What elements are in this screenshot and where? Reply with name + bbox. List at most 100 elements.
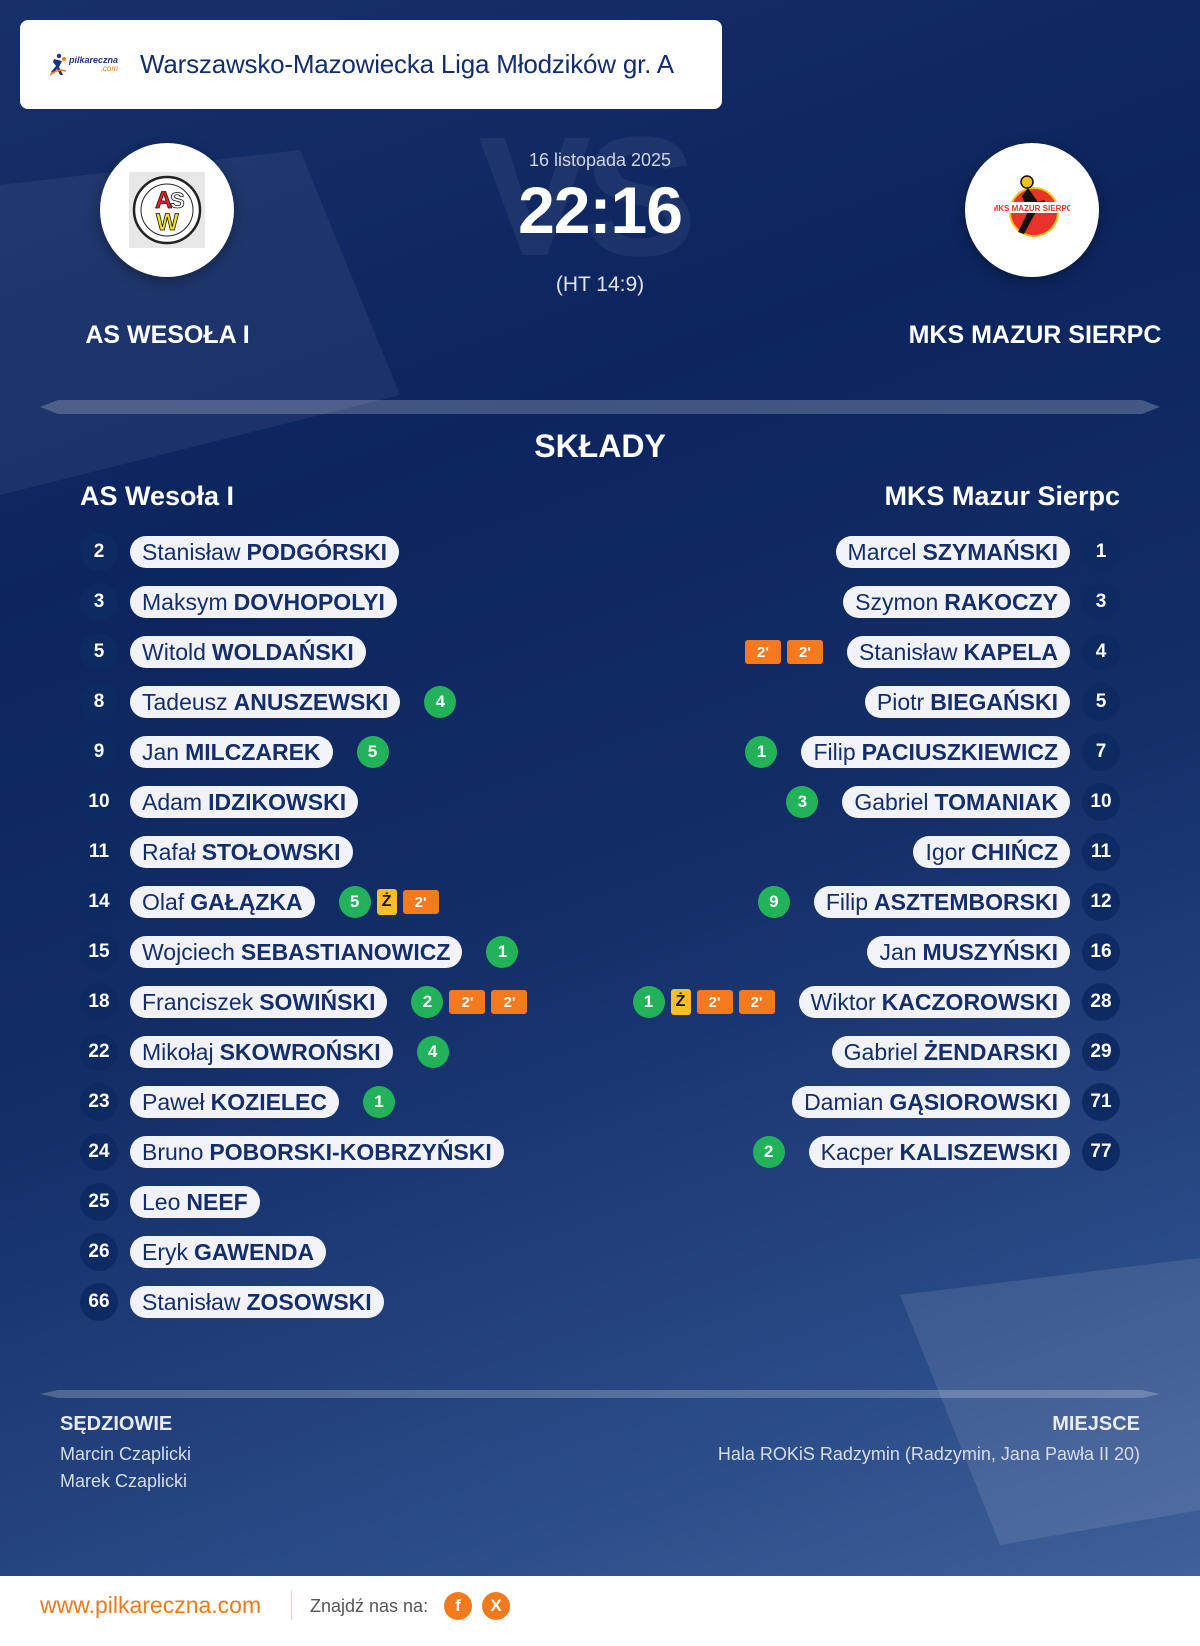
x-twitter-icon[interactable]: X [482,1592,510,1620]
player-name[interactable]: Damian GĄSIOROWSKI [792,1086,1070,1118]
player-name[interactable]: Mikołaj SKOWROŃSKI [130,1036,393,1068]
player-last-name: RAKOCZY [944,588,1058,615]
player-name[interactable]: Olaf GAŁĄZKA [130,886,315,918]
player-first-name: Filip [813,738,856,765]
player-name[interactable]: Leo NEEF [130,1186,260,1218]
player-last-name: GAŁĄZKA [190,888,303,915]
player-first-name: Adam [142,788,203,815]
player-last-name: ZOSOWSKI [246,1288,372,1315]
player-name[interactable]: Gabriel TOMANIAK [842,786,1070,818]
player-events: 3 [786,786,819,818]
suspension-2min-badge: 2' [449,990,486,1014]
shirt-number: 5 [80,633,118,671]
player-name[interactable]: Filip PACIUSZKIEWICZ [801,736,1070,768]
player-last-name: DOVHOPOLYI [233,588,385,615]
player-name[interactable]: Piotr BIEGAŃSKI [864,686,1070,718]
player-first-name: Eryk [142,1238,188,1265]
player-name[interactable]: Stanisław ZOSOWSKI [130,1286,384,1318]
suspension-2min-badge: 2' [491,990,528,1014]
player-first-name: Igor [925,838,966,865]
player-name[interactable]: Wiktor KACZOROWSKI [798,986,1070,1018]
svg-text:MKS MAZUR SIERPC: MKS MAZUR SIERPC [994,204,1070,213]
player-first-name: Gabriel [854,788,929,815]
player-last-name: ASZTEMBORSKI [874,888,1058,915]
facebook-icon[interactable]: f [444,1592,472,1620]
player-first-name: Szymon [855,588,939,615]
player-first-name: Damian [804,1088,884,1115]
final-score: 22:16 [518,173,683,247]
player-events: 5 Ż 2' [338,886,439,918]
venue-text: Hala ROKiS Radzymin (Radzymin, Jana Pawł… [717,1444,1140,1464]
player-name[interactable]: Jan MUSZYŃSKI [867,936,1070,968]
home-lineup: 2 Stanisław PODGÓRSKI 3 Maksym DOVHOPOLYI 5 Wit… [80,527,528,1327]
player-name[interactable]: Paweł KOZIELEC [130,1086,339,1118]
player-name[interactable]: Stanisław KAPELA [847,636,1070,668]
player-name[interactable]: Adam IDZIKOWSKI [130,786,359,818]
player-row: 3 Gabriel TOMANIAK 10 [633,777,1120,827]
player-name[interactable]: Bruno POBORSKI-KOBRZYŃSKI [130,1136,504,1168]
away-team-crest[interactable]: MKS MAZUR SIERPC [965,143,1099,277]
player-row: 15 Wojciech SEBASTIANOWICZ 1 [80,927,527,977]
player-row: 26 Eryk GAWENDA [80,1227,527,1277]
player-last-name: GAWENDA [194,1238,315,1265]
player-row: 2 Kacper KALISZEWSKI 77 [633,1127,1120,1177]
player-name[interactable]: Eryk GAWENDA [130,1236,327,1268]
shirt-number: 25 [80,1183,118,1221]
suspension-2min-badge: 2' [787,640,823,664]
player-first-name: Filip [825,888,868,915]
player-last-name: ŻENDARSKI [923,1038,1058,1065]
player-name[interactable]: Franciszek SOWIŃSKI [130,986,388,1018]
player-name[interactable]: Szymon RAKOCZY [843,586,1070,618]
goals-badge: 5 [338,886,371,918]
player-row: 9 Jan MILCZAREK 5 [80,727,527,777]
shirt-number: 9 [80,733,118,771]
player-events: 1 [745,736,778,768]
player-name[interactable]: Tadeusz ANUSZEWSKI [130,686,401,718]
shirt-number: 22 [80,1033,118,1071]
player-first-name: Mikołaj [142,1038,214,1065]
footer: www.pilkareczna.com Znajdź nas na: f X [0,1576,1200,1646]
referee-name: Marek Czaplicki [60,1471,188,1491]
player-name[interactable]: Rafał STOŁOWSKI [130,836,353,868]
away-team-name[interactable]: MKS MAZUR SIERPC [908,321,1162,349]
goals-badge: 2 [411,986,444,1018]
player-row: 5 Witold WOLDAŃSKI [80,627,527,677]
player-name[interactable]: Wojciech SEBASTIANOWICZ [130,936,463,968]
home-team-crest[interactable]: A S W [100,143,234,277]
goals-badge: 1 [632,986,665,1018]
player-row: 66 Stanisław ZOSOWSKI [80,1277,527,1327]
player-row: Piotr BIEGAŃSKI 5 [633,677,1120,727]
svg-text:W: W [156,209,179,236]
shirt-number: 3 [1082,583,1120,621]
footer-separator [291,1590,292,1620]
pilkareczna-logo[interactable]: pilkareczna .com [50,50,122,80]
player-first-name: Piotr [876,688,925,715]
player-name[interactable]: Witold WOLDAŃSKI [130,636,366,668]
player-name[interactable]: Jan MILCZAREK [130,736,333,768]
shirt-number: 10 [80,783,118,821]
shirt-number: 11 [80,833,118,871]
halftime-score: (HT 14:9) [555,273,645,296]
home-team-name[interactable]: AS WESOŁA I [85,321,250,349]
player-name[interactable]: Filip ASZTEMBORSKI [813,886,1070,918]
yellow-card-badge: Ż [670,989,691,1015]
player-first-name: Gabriel [843,1038,918,1065]
player-first-name: Leo [142,1188,181,1215]
venue-title: MIEJSCE [1052,1413,1140,1435]
shirt-number: 1 [1082,533,1120,571]
goals-badge: 5 [356,736,389,768]
player-last-name: KAPELA [963,638,1058,665]
website-link[interactable]: www.pilkareczna.com [40,1592,262,1618]
player-last-name: SEBASTIANOWICZ [240,938,451,965]
player-first-name: Wiktor [810,988,876,1015]
player-events: 2 [752,1136,785,1168]
player-name[interactable]: Marcel SZYMAŃSKI [835,536,1070,568]
player-name[interactable]: Maksym DOVHOPOLYI [130,586,397,618]
player-name[interactable]: Stanisław PODGÓRSKI [130,536,400,568]
league-header: pilkareczna .com Warszawsko-Mazowiecka L… [20,20,722,109]
player-name[interactable]: Gabriel ŻENDARSKI [831,1036,1070,1068]
player-name[interactable]: Kacper KALISZEWSKI [808,1136,1070,1168]
player-name[interactable]: Igor CHIŃCZ [913,836,1070,868]
player-events: 4 [424,686,457,718]
player-row: 1 Ż 2' 2' Wiktor KACZOROWSKI 28 [632,977,1120,1027]
